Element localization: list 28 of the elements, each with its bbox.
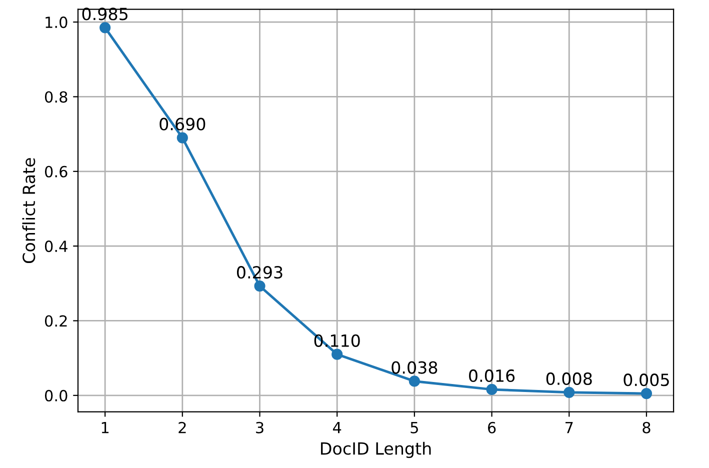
data-label: 0.005 <box>624 374 669 386</box>
x-tick-label: 6 <box>488 422 496 434</box>
point <box>640 388 652 400</box>
point <box>564 386 575 398</box>
y-tick-label: 0.4 <box>44 240 68 252</box>
point <box>100 22 111 34</box>
y-tick-label: 0.2 <box>44 315 67 327</box>
x-axis-title: DocID Length <box>321 442 431 458</box>
y-tick-label: 1.0 <box>46 16 68 28</box>
y-tick-label: 0.0 <box>44 390 68 402</box>
x-tick-label: 1 <box>102 422 109 434</box>
data-label: 0.038 <box>392 361 438 374</box>
y-tick-label: 0.6 <box>44 166 68 178</box>
point <box>486 384 498 395</box>
x-tick-label: 7 <box>566 422 573 434</box>
y-tick-label: 0.8 <box>44 91 68 103</box>
point <box>176 132 188 144</box>
x-tick-label: 2 <box>178 422 186 434</box>
point <box>332 348 343 360</box>
data-label: 0.008 <box>546 372 592 386</box>
x-tick-label: 8 <box>642 422 650 434</box>
y-axis-title: Conflict Rate <box>22 158 36 264</box>
x-tick-label: 5 <box>410 422 418 434</box>
point <box>254 280 266 292</box>
x-tick-label: 4 <box>332 422 342 434</box>
x-tick-label: 3 <box>256 422 264 434</box>
data-label: 0.016 <box>469 369 515 382</box>
point <box>408 376 420 387</box>
